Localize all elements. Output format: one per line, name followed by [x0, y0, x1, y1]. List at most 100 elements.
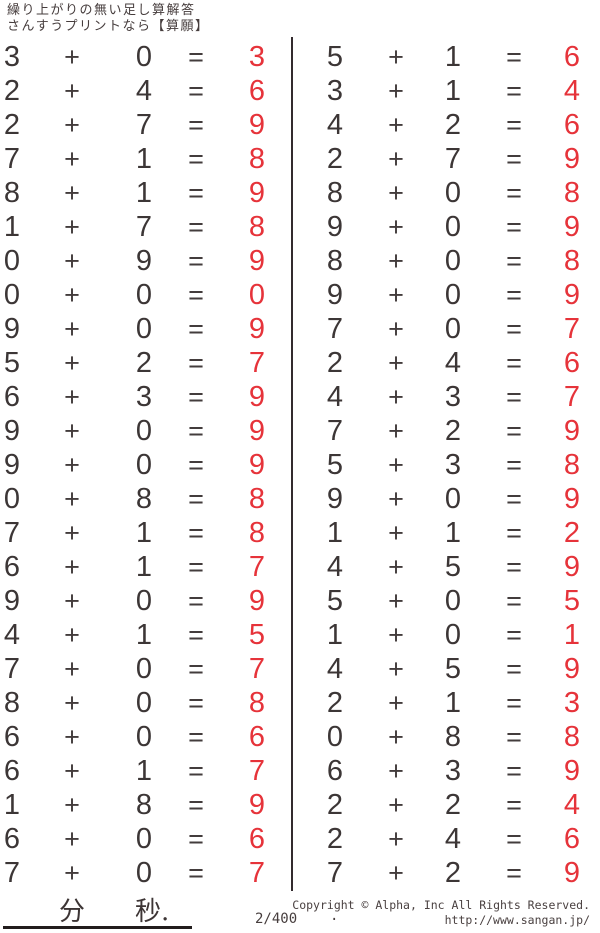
operand-b: 1 — [135, 754, 153, 787]
plus-sign: + — [388, 585, 404, 616]
problem-row: 5 + 1 = 6 — [300, 40, 600, 74]
operand-a: 0 — [326, 720, 344, 753]
problem-row: 4 + 5 = 9 — [300, 550, 600, 584]
operand-a: 5 — [3, 346, 21, 379]
equals-sign: = — [506, 483, 522, 514]
answer: 9 — [563, 142, 581, 175]
plus-sign: + — [64, 109, 80, 140]
problem-row: 0 + 8 = 8 — [300, 720, 600, 754]
problem-row: 4 + 5 = 9 — [300, 652, 600, 686]
answer: 1 — [563, 618, 581, 651]
operand-b: 0 — [444, 210, 462, 243]
equals-sign: = — [188, 857, 204, 888]
operand-a: 3 — [3, 40, 21, 73]
answer: 9 — [248, 312, 266, 345]
problem-row: 6 + 0 = 6 — [0, 720, 290, 754]
answer: 3 — [563, 686, 581, 719]
operand-b: 1 — [135, 550, 153, 583]
problem-row: 2 + 4 = 6 — [300, 822, 600, 856]
operand-a: 6 — [3, 720, 21, 753]
operand-b: 3 — [444, 380, 462, 413]
copyright-block: Copyright © Alpha, Inc All Rights Reserv… — [292, 898, 590, 928]
problem-row: 9 + 0 = 9 — [300, 482, 600, 516]
plus-sign: + — [64, 517, 80, 548]
problem-row: 8 + 0 = 8 — [300, 176, 600, 210]
problem-row: 1 + 8 = 9 — [0, 788, 290, 822]
operand-b: 0 — [444, 482, 462, 515]
plus-sign: + — [388, 347, 404, 378]
equals-sign: = — [506, 109, 522, 140]
operand-b: 2 — [135, 346, 153, 379]
operand-a: 5 — [326, 584, 344, 617]
operand-a: 8 — [326, 176, 344, 209]
operand-a: 2 — [326, 142, 344, 175]
page-header: 繰り上がりの無い足し算解答 さんすうプリントなら【算願】 — [7, 3, 209, 35]
operand-b: 2 — [444, 414, 462, 447]
operand-a: 1 — [326, 618, 344, 651]
plus-sign: + — [64, 143, 80, 174]
operand-a: 5 — [326, 40, 344, 73]
operand-a: 7 — [3, 142, 21, 175]
plus-sign: + — [64, 789, 80, 820]
equals-sign: = — [506, 857, 522, 888]
operand-a: 1 — [326, 516, 344, 549]
answer: 9 — [563, 278, 581, 311]
operand-a: 4 — [3, 618, 21, 651]
answer: 7 — [248, 346, 266, 379]
equals-sign: = — [506, 347, 522, 378]
problem-row: 2 + 7 = 9 — [300, 142, 600, 176]
operand-a: 9 — [3, 584, 21, 617]
operand-a: 1 — [3, 210, 21, 243]
operand-b: 2 — [444, 856, 462, 889]
answer: 6 — [563, 822, 581, 855]
operand-a: 4 — [326, 652, 344, 685]
operand-b: 8 — [135, 482, 153, 515]
operand-b: 0 — [444, 312, 462, 345]
operand-b: 1 — [135, 176, 153, 209]
answer: 2 — [563, 516, 581, 549]
operand-a: 8 — [326, 244, 344, 277]
operand-b: 1 — [135, 618, 153, 651]
operand-a: 4 — [326, 380, 344, 413]
plus-sign: + — [388, 517, 404, 548]
operand-b: 0 — [135, 856, 153, 889]
plus-sign: + — [64, 857, 80, 888]
answer: 4 — [563, 74, 581, 107]
plus-sign: + — [64, 41, 80, 72]
plus-sign: + — [388, 279, 404, 310]
operand-a: 6 — [326, 754, 344, 787]
answer: 6 — [248, 74, 266, 107]
equals-sign: = — [188, 687, 204, 718]
plus-sign: + — [388, 41, 404, 72]
equals-sign: = — [506, 177, 522, 208]
problem-row: 2 + 2 = 4 — [300, 788, 600, 822]
answer: 0 — [248, 278, 266, 311]
equals-sign: = — [506, 75, 522, 106]
problem-row: 7 + 1 = 8 — [0, 142, 290, 176]
operand-a: 7 — [3, 516, 21, 549]
answer: 7 — [248, 550, 266, 583]
operand-a: 2 — [326, 346, 344, 379]
operand-b: 0 — [444, 244, 462, 277]
equals-sign: = — [188, 279, 204, 310]
footer-dot: . — [330, 908, 339, 924]
plus-sign: + — [64, 653, 80, 684]
operand-b: 0 — [444, 278, 462, 311]
answer: 5 — [563, 584, 581, 617]
plus-sign: + — [388, 789, 404, 820]
plus-sign: + — [64, 823, 80, 854]
operand-b: 7 — [135, 210, 153, 243]
problem-row: 5 + 0 = 5 — [300, 584, 600, 618]
answer: 7 — [248, 754, 266, 787]
answer: 5 — [248, 618, 266, 651]
problems-column-right: 5 + 1 = 6 3 + 1 = 4 4 + 2 = 6 2 + 7 = 9 … — [300, 40, 600, 890]
answer: 6 — [563, 108, 581, 141]
problem-row: 6 + 1 = 7 — [0, 754, 290, 788]
operand-a: 9 — [326, 278, 344, 311]
problem-row: 7 + 2 = 9 — [300, 856, 600, 890]
problem-row: 6 + 0 = 6 — [0, 822, 290, 856]
equals-sign: = — [188, 721, 204, 752]
problem-row: 1 + 0 = 1 — [300, 618, 600, 652]
problem-row: 4 + 2 = 6 — [300, 108, 600, 142]
plus-sign: + — [388, 823, 404, 854]
